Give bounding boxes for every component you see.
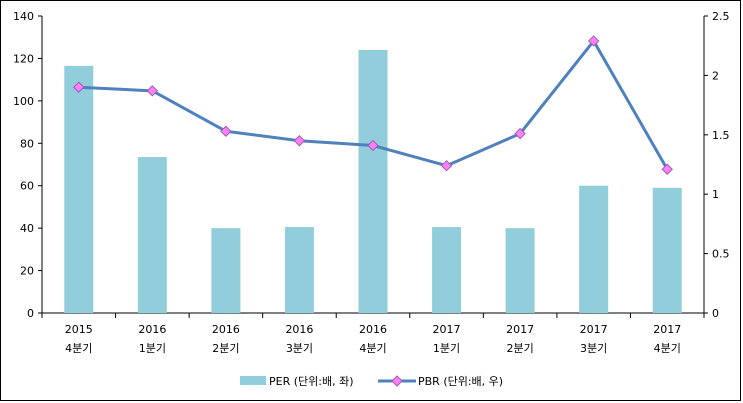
x-tick-label-quarter: 3분기	[580, 342, 607, 355]
legend: PER (단위:배, 좌) PBR (단위:배, 우)	[240, 375, 503, 388]
pbr-point	[661, 163, 673, 175]
y-left-tick-label: 100	[13, 95, 34, 108]
x-tick-label-year: 2016	[138, 323, 166, 336]
pbr-line	[73, 35, 673, 175]
x-tick-label-quarter: 2분기	[212, 342, 239, 355]
y-right-tick-label: 1	[712, 188, 719, 201]
y-left-tick-label: 80	[20, 137, 34, 150]
x-tick-label-year: 2017	[580, 323, 608, 336]
y-left-tick-label: 140	[13, 10, 34, 23]
y-right-tick-label: 1.5	[712, 129, 730, 142]
y-right-tick-label: 2.5	[712, 10, 730, 23]
per-bar	[211, 228, 241, 313]
x-tick-label-year: 2015	[65, 323, 93, 336]
y-right-tick-label: 0.5	[712, 248, 730, 261]
legend-label-per: PER (단위:배, 좌)	[269, 375, 354, 388]
legend-swatch-per	[240, 376, 266, 385]
x-tick-label-year: 2017	[433, 323, 461, 336]
x-tick-label-year: 2016	[212, 323, 240, 336]
per-bar	[652, 187, 682, 313]
x-tick-label-year: 2016	[359, 323, 387, 336]
per-bar	[579, 185, 609, 313]
pbr-point	[367, 139, 379, 152]
legend-swatch-pbr-marker	[391, 375, 403, 387]
per-bar	[64, 65, 94, 313]
x-tick-label-quarter: 4분기	[65, 342, 92, 355]
per-bar	[284, 227, 314, 313]
per-bar	[358, 49, 388, 313]
x-tick-label-year: 2016	[285, 323, 313, 336]
pbr-point	[146, 85, 159, 97]
pbr-point	[587, 35, 600, 47]
x-tick-label-year: 2017	[653, 323, 681, 336]
y-right-tick-label: 2	[712, 69, 719, 82]
per-bar	[505, 228, 535, 313]
x-tick-labels: 2015 4분기 2016 1분기 2016 2분기 2016 3분기 2016 4분기 2017 1…	[65, 323, 681, 355]
y-left-tick-label: 20	[20, 265, 34, 278]
x-tick-label-quarter: 1분기	[139, 342, 166, 355]
y-right-tick-label: 0	[712, 307, 719, 320]
x-tick-label-quarter: 1분기	[433, 342, 460, 355]
x-tick-label-quarter: 3분기	[286, 342, 313, 355]
per-bars	[64, 49, 682, 313]
y-left-tick-label: 40	[20, 222, 34, 235]
x-tick-label-year: 2017	[506, 323, 534, 336]
per-bar	[137, 157, 167, 313]
y-left-tick-label: 120	[13, 52, 34, 65]
pbr-point	[440, 159, 453, 172]
x-tick-label-quarter: 2분기	[506, 342, 533, 355]
pbr-point	[293, 135, 306, 147]
legend-label-pbr: PBR (단위:배, 우)	[418, 375, 503, 388]
y-left-tick-label: 0	[27, 307, 34, 320]
pbr-point	[220, 125, 232, 137]
x-tick-label-quarter: 4분기	[359, 342, 386, 355]
per-bar	[432, 227, 462, 313]
pbr-point	[73, 81, 85, 93]
x-tick-label-quarter: 4분기	[654, 342, 681, 355]
pbr-point	[514, 127, 526, 140]
y-left-tick-label: 60	[20, 180, 34, 193]
